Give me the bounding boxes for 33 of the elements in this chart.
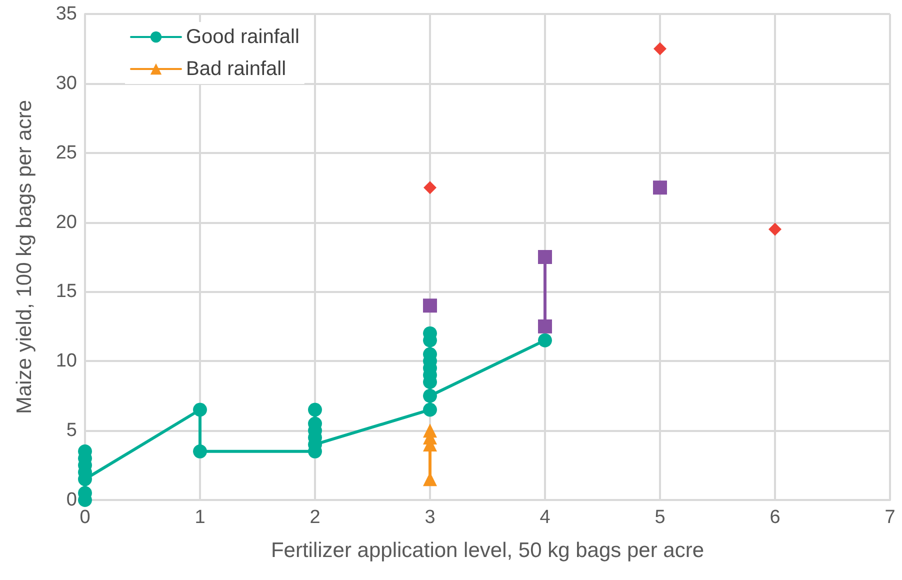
legend-label: Bad rainfall (186, 58, 286, 80)
point (654, 42, 666, 56)
y-tick-label: 20 (56, 212, 77, 233)
y-tick-label: 30 (56, 72, 77, 94)
y-tick-label: 0 (66, 490, 77, 510)
x-tick-label: 4 (540, 507, 551, 528)
point (423, 388, 437, 403)
x-tick-label: 6 (770, 507, 780, 528)
point (653, 180, 667, 195)
x-axis-title: Fertilizer application level, 50 kg bags per acre (270, 539, 704, 562)
x-tick-label: 5 (654, 507, 666, 528)
point (308, 402, 322, 417)
x-tick-label: 3 (424, 507, 436, 528)
point (193, 402, 207, 417)
x-tick-label: 2 (310, 507, 320, 528)
point (768, 222, 782, 236)
point (538, 319, 552, 334)
y-axis-title: Maize yield, 100 kg bags per acre (13, 100, 36, 414)
x-tick-label: 7 (884, 507, 896, 528)
y-tick-label: 35 (56, 4, 77, 24)
y-tick-label: 5 (66, 420, 77, 442)
x-tick-label: 1 (194, 507, 206, 528)
y-tick-label: 10 (56, 350, 77, 372)
y-tick-label: 25 (56, 142, 77, 164)
point (538, 333, 552, 348)
point (423, 402, 437, 417)
legend-label: Good rainfall (186, 26, 300, 48)
y-tick-label: 15 (56, 281, 77, 302)
x-tick-label: 0 (80, 507, 90, 528)
point (424, 181, 436, 194)
point (423, 298, 437, 313)
point (193, 444, 207, 458)
point (538, 250, 552, 264)
